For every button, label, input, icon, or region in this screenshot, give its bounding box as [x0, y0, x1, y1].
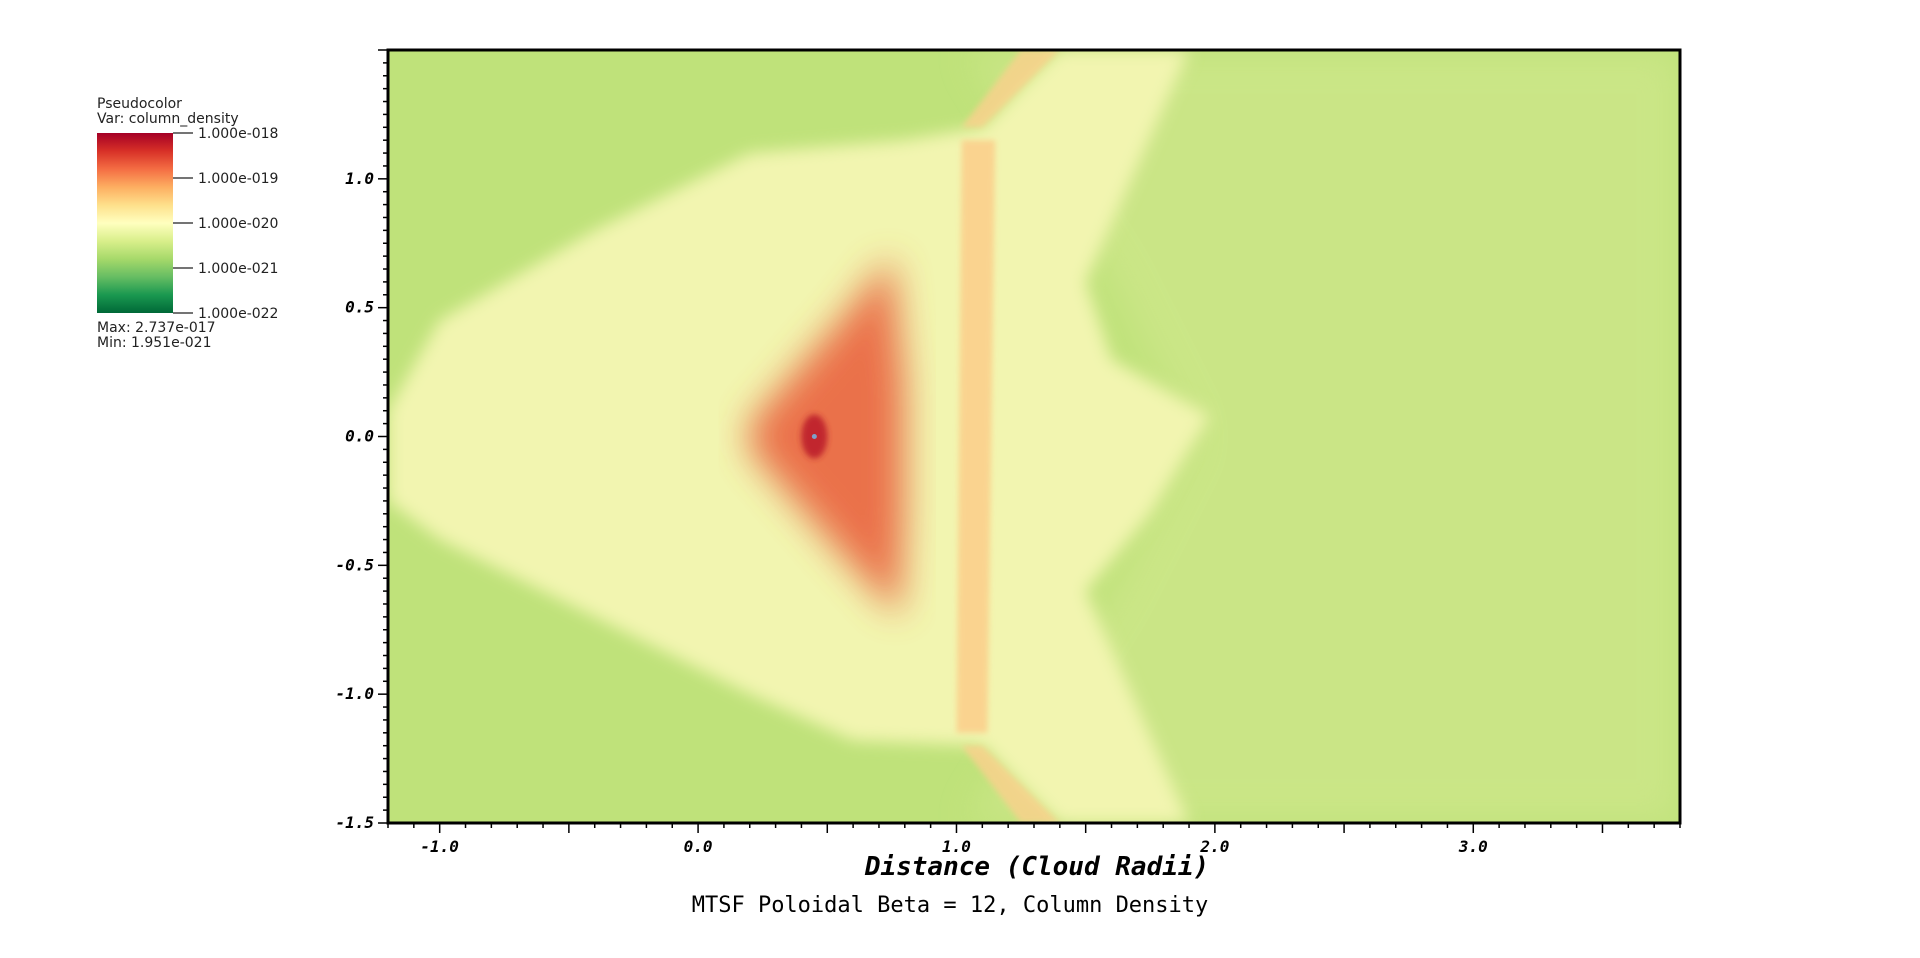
wake-region	[969, 50, 1680, 823]
y-axis: 1.0 0.5 0.0 -0.5 -1.0 -1.5	[335, 49, 388, 832]
legend-variable: Var: column_density	[97, 111, 239, 127]
clump-center-marker	[811, 434, 817, 439]
chart-title: MTSF Poloidal Beta = 12, Column Density	[692, 893, 1209, 918]
y-tick-label: -0.5	[335, 555, 374, 574]
legend-max: Max: 2.737e-017	[97, 320, 216, 336]
density-field	[388, 50, 1680, 823]
shock-front	[956, 140, 996, 733]
colorbar-ticks: 1.000e-018 1.000e-019 1.000e-020 1.000e-021…	[173, 126, 278, 322]
x-tick-label: 2.0	[1199, 837, 1229, 856]
shock-upper-arm	[961, 50, 1060, 128]
colorbar-tick-label: 1.000e-022	[198, 306, 278, 322]
y-tick-label: 1.0	[345, 169, 374, 188]
colorbar-tick-label: 1.000e-021	[198, 261, 278, 277]
legend-header: Pseudocolor	[97, 96, 182, 112]
y-tick-label: -1.0	[335, 684, 374, 703]
colorbar-tick-label: 1.000e-018	[198, 126, 278, 142]
x-axis: -1.0 0.0 1.0 2.0 3.0	[387, 823, 1681, 856]
legend-min: Min: 1.951e-021	[97, 335, 211, 351]
x-tick-label: -1.0	[420, 837, 459, 856]
y-tick-label: 0.0	[345, 427, 374, 446]
x-tick-label: 3.0	[1458, 837, 1488, 856]
x-axis-title: Distance (Cloud Radii)	[864, 852, 1209, 882]
colorbar	[97, 133, 173, 313]
x-tick-label: 0.0	[684, 837, 713, 856]
x-tick-label: 1.0	[942, 837, 971, 856]
colorbar-tick-label: 1.000e-020	[198, 216, 278, 232]
colorbar-legend: Pseudocolor Var: column_density 1.000e-0…	[97, 96, 278, 351]
y-tick-label: -1.5	[335, 813, 374, 832]
colorbar-tick-label: 1.000e-019	[198, 171, 278, 187]
shock-lower-arm	[961, 745, 1060, 823]
plot-area	[388, 50, 1680, 823]
y-tick-label: 0.5	[345, 298, 374, 317]
